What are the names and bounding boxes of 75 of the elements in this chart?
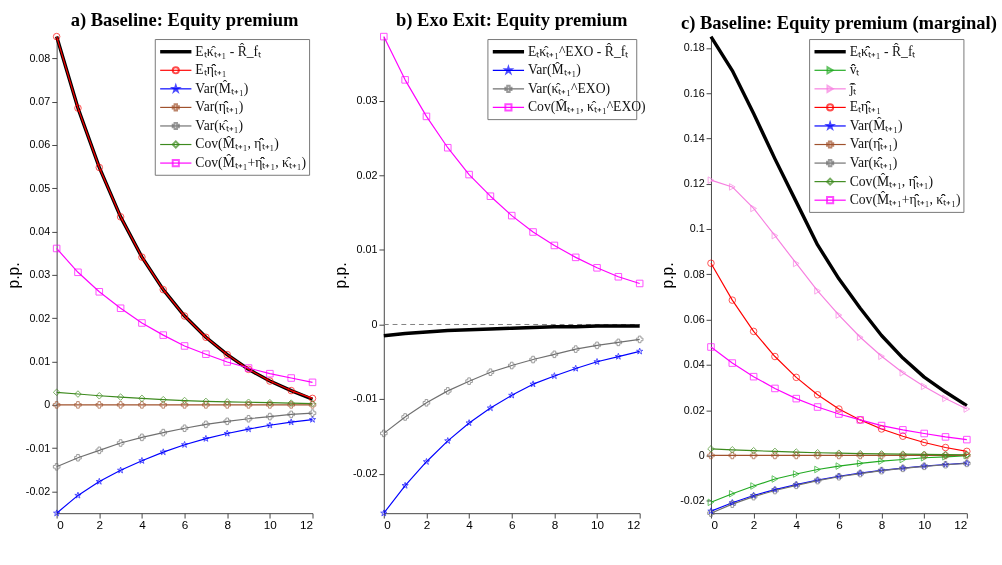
y-tick-label: -0.02 bbox=[352, 467, 378, 480]
legend-label: Var(M̂ₜ₊₁) bbox=[527, 61, 581, 79]
y-tick-label: 0.01 bbox=[356, 243, 378, 256]
y-tick-label: 0.02 bbox=[29, 311, 51, 324]
x-tick-label: 8 bbox=[551, 518, 559, 532]
x-tick-label: 8 bbox=[878, 518, 886, 532]
y-tick-label: 0.03 bbox=[356, 94, 378, 107]
x-tick-label: 6 bbox=[508, 518, 516, 532]
y-tick-label: 0 bbox=[698, 448, 705, 461]
legend-label: Eₜκ̂ₜ₊₁^EXO - R̂_fₜ bbox=[527, 42, 629, 59]
x-tick-label: 10 bbox=[918, 518, 932, 532]
y-tick-label: 0.03 bbox=[29, 268, 51, 281]
x-tick-label: 10 bbox=[263, 518, 278, 532]
x-tick-label: 12 bbox=[299, 518, 313, 532]
legend-label: Var(η̂̂ₜ₊₁) bbox=[849, 136, 898, 153]
x-tick-label: 0 bbox=[384, 518, 392, 532]
y-axis-title: p.p. bbox=[4, 262, 22, 289]
legend-label: Cov(M̂ₜ₊₁, η̂̂ₜ₊₁) bbox=[195, 135, 279, 153]
y-tick-label: 0.12 bbox=[683, 177, 705, 190]
x-tick-label: 2 bbox=[750, 518, 758, 532]
y-tick-label: 0.07 bbox=[29, 95, 51, 108]
y-tick-label: 0.14 bbox=[683, 131, 705, 144]
y-tick-label: 0.08 bbox=[29, 51, 51, 64]
y-tick-label: 0.06 bbox=[29, 138, 51, 151]
x-tick-label: 4 bbox=[139, 518, 147, 532]
legend-label: Eₜκ̂̂ₜ₊₁ - R̂_fₜ bbox=[849, 42, 916, 59]
y-tick-label: 0.02 bbox=[356, 168, 378, 181]
x-tick-label: 6 bbox=[181, 518, 189, 532]
legend-label: Eₜκ̂ₜ₊₁ - R̂_fₜ bbox=[195, 42, 262, 59]
y-tick-label: -0.02 bbox=[25, 484, 51, 497]
x-tick-label: 12 bbox=[627, 518, 641, 532]
chart-title: b) Exo Exit: Equity premium bbox=[395, 8, 629, 31]
x-tick-label: 10 bbox=[591, 518, 605, 532]
x-tick-label: 6 bbox=[836, 518, 843, 532]
x-tick-label: 0 bbox=[57, 518, 65, 532]
legend-label: Var(M̂ₜ₊₁) bbox=[195, 80, 249, 97]
y-tick-label: 0.04 bbox=[683, 358, 705, 371]
chart-title: c) Baseline: Equity premium (marginal) bbox=[680, 12, 997, 35]
legend-label: Cov(M̂ₜ₊₁+η̂̂ₜ₊₁, κ̂ₜ₊₁) bbox=[195, 154, 307, 171]
legend-label: Var(κ̂ₜ₊₁^EXO) bbox=[527, 80, 611, 97]
y-tick-label: 0.04 bbox=[29, 224, 51, 237]
legend-label: Eₜη̂̂ₜ₊₁ bbox=[195, 62, 227, 78]
y-tick-label: 0.06 bbox=[683, 313, 705, 326]
y-tick-label: -0.01 bbox=[352, 392, 378, 405]
x-tick-label: 12 bbox=[954, 518, 968, 532]
legend-label: Var(κ̂̂ₜ₊₁) bbox=[849, 154, 898, 171]
x-tick-label: 8 bbox=[224, 518, 231, 532]
y-tick-label: 0.08 bbox=[683, 267, 705, 280]
x-tick-label: 0 bbox=[711, 518, 719, 532]
legend-label: Var(κ̂ₜ₊₁) bbox=[195, 117, 244, 134]
legend-label: Eₜη̂̂ₜ₊₁ bbox=[849, 99, 881, 115]
legend-label: Cov(M̂ₜ₊₁, η̂̂ₜ₊₁) bbox=[849, 172, 934, 190]
y-tick-label: 0.05 bbox=[29, 181, 51, 194]
legend-label: Var(η̂̂ₜ₊₁) bbox=[195, 99, 244, 116]
x-tick-label: 4 bbox=[793, 518, 801, 532]
legend-label: Var(M̂ₜ₊₁) bbox=[849, 117, 903, 134]
y-tick-label: 0.1 bbox=[689, 222, 705, 235]
legend-label: ĵ̂ₜ bbox=[848, 80, 857, 96]
y-tick-label: 0 bbox=[371, 317, 378, 330]
chart-title: a) Baseline: Equity premium bbox=[70, 8, 300, 31]
x-tick-label: 4 bbox=[466, 518, 474, 532]
x-tick-label: 2 bbox=[423, 518, 431, 532]
y-tick-label: 0 bbox=[44, 398, 51, 411]
y-tick-label: 0.16 bbox=[683, 86, 705, 99]
legend-label: Cov(M̂ₜ₊₁+η̂̂ₜ₊₁, κ̂̂ₜ₊₁) bbox=[849, 191, 961, 209]
x-tick-label: 2 bbox=[96, 518, 104, 532]
y-tick-label: 0.01 bbox=[29, 354, 51, 367]
legend-label: Cov(M̂ₜ₊₁, κ̂ₜ₊₁^EXO) bbox=[527, 98, 646, 116]
y-tick-label: 0.18 bbox=[683, 41, 705, 54]
y-tick-label: -0.02 bbox=[680, 494, 705, 507]
y-tick-label: -0.01 bbox=[25, 441, 51, 454]
y-axis-title: p.p. bbox=[659, 262, 677, 289]
y-tick-label: 0.02 bbox=[683, 403, 705, 416]
legend-label: v̂̂ₜ bbox=[849, 62, 860, 78]
y-axis-title: p.p. bbox=[332, 262, 350, 289]
